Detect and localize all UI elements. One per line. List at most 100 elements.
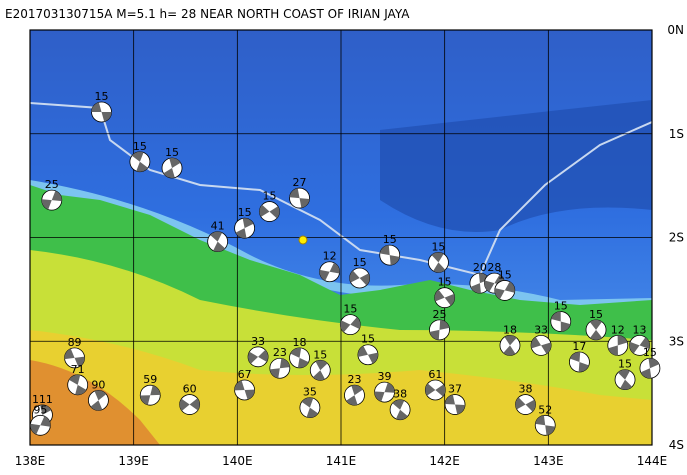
- beachball-quadrant: [374, 382, 395, 402]
- focal-mechanism: [349, 267, 371, 289]
- focal-mechanism: [499, 334, 521, 356]
- beachball-quadrant: [431, 252, 446, 273]
- depth-label: 15: [313, 348, 327, 361]
- depth-label: 18: [293, 336, 307, 349]
- depth-label: 15: [438, 276, 452, 289]
- focal-mechanism: [207, 231, 229, 253]
- beachball-quadrant: [535, 415, 556, 436]
- beachball-quadrant: [425, 383, 446, 397]
- focal-mechanism: [389, 399, 411, 421]
- beachball-quadrant: [301, 397, 319, 418]
- beachball-quadrant: [234, 380, 255, 400]
- depth-label: 23: [347, 373, 361, 386]
- focal-mechanism: [550, 311, 572, 332]
- beachball-quadrant: [91, 102, 112, 122]
- beachball-quadrant: [269, 358, 290, 379]
- beachball-quadrant: [259, 204, 280, 219]
- depth-label: 111: [32, 393, 53, 406]
- beachball-quadrant: [617, 369, 633, 390]
- focal-mechanism: [494, 280, 516, 301]
- depth-label: 60: [183, 383, 197, 396]
- beachball-quadrant: [340, 317, 361, 333]
- lon-label: 142E: [429, 454, 460, 468]
- depth-label: 33: [534, 323, 548, 336]
- depth-label: 15: [618, 358, 632, 371]
- beachball-quadrant: [349, 270, 370, 286]
- focal-mechanism: [67, 374, 89, 396]
- depth-label: 89: [68, 336, 82, 349]
- focal-mechanism: [129, 151, 151, 173]
- focal-mechanism: [530, 334, 552, 356]
- depth-label: 15: [361, 333, 375, 346]
- depth-label: 23: [273, 346, 287, 359]
- focal-mechanism: [379, 244, 401, 266]
- depth-label: 27: [293, 176, 307, 189]
- depth-label: 15: [343, 303, 357, 316]
- focal-mechanism: [289, 347, 310, 369]
- focal-mechanism: [434, 287, 456, 309]
- beachball-quadrant: [179, 398, 200, 411]
- depth-label: 95: [33, 403, 47, 416]
- depth-label: 15: [262, 190, 276, 203]
- lat-label: 1S: [669, 127, 684, 141]
- beachball-quadrant: [64, 348, 85, 368]
- beachball-quadrant: [131, 151, 148, 172]
- focal-mechanism: [29, 414, 51, 436]
- focal-mechanism: [639, 357, 661, 379]
- main-event: [298, 235, 308, 245]
- beachball-quadrant: [289, 188, 310, 208]
- beachball-quadrant: [392, 399, 408, 420]
- focal-mechanism: [289, 187, 310, 209]
- focal-mechanism: [161, 157, 183, 179]
- focal-mechanism: [444, 394, 466, 415]
- lon-label: 143E: [533, 454, 564, 468]
- depth-label: 17: [572, 340, 586, 353]
- beachball-quadrant: [140, 385, 161, 405]
- depth-label: 15: [383, 233, 397, 246]
- lon-label: 139E: [118, 454, 149, 468]
- depth-label: 15: [554, 300, 568, 313]
- beachball-quadrant: [551, 311, 571, 332]
- focal-mechanism: [607, 334, 629, 356]
- lat-label: 3S: [669, 334, 684, 348]
- focal-mechanism: [614, 369, 636, 391]
- focal-mechanism: [515, 394, 536, 415]
- beachball-quadrant: [629, 337, 650, 354]
- depth-label: 20: [473, 261, 487, 274]
- depth-label: 38: [519, 383, 533, 396]
- beachball-quadrant: [41, 190, 62, 210]
- depth-label: 15: [643, 346, 657, 359]
- depth-label: 15: [353, 256, 367, 269]
- depth-label: 37: [448, 383, 462, 396]
- lon-label: 144E: [637, 454, 668, 468]
- depth-label: 25: [432, 308, 446, 321]
- focal-mechanism: [344, 384, 365, 406]
- beachball-quadrant: [484, 274, 505, 292]
- focal-mechanism: [319, 261, 340, 283]
- beachball-quadrant: [30, 416, 51, 435]
- focal-mechanism: [569, 351, 590, 373]
- depth-label: 35: [303, 386, 317, 399]
- beachball-quadrant: [235, 218, 254, 239]
- depth-label: 18: [503, 323, 517, 336]
- focal-mechanism: [64, 347, 85, 369]
- focal-mechanism: [429, 319, 450, 341]
- focal-mechanism: [88, 389, 109, 411]
- beachball-quadrant: [313, 360, 328, 381]
- depth-label: 90: [91, 378, 105, 391]
- focal-mechanism: [309, 359, 331, 381]
- focal-mechanism: [139, 384, 161, 406]
- lon-label: 141E: [326, 454, 357, 468]
- focal-mechanism: [534, 414, 556, 436]
- depth-label: 15: [133, 140, 147, 153]
- beachball-quadrant: [445, 394, 466, 415]
- beachball-quadrant: [429, 319, 450, 340]
- focal-mechanism: [91, 101, 112, 123]
- lon-label: 138E: [15, 454, 46, 468]
- beachball-quadrant: [319, 262, 340, 281]
- depth-label: 67: [238, 368, 252, 381]
- depth-label: 38: [393, 388, 407, 401]
- lat-label: 4S: [669, 438, 684, 452]
- beachball-quadrant: [503, 335, 517, 356]
